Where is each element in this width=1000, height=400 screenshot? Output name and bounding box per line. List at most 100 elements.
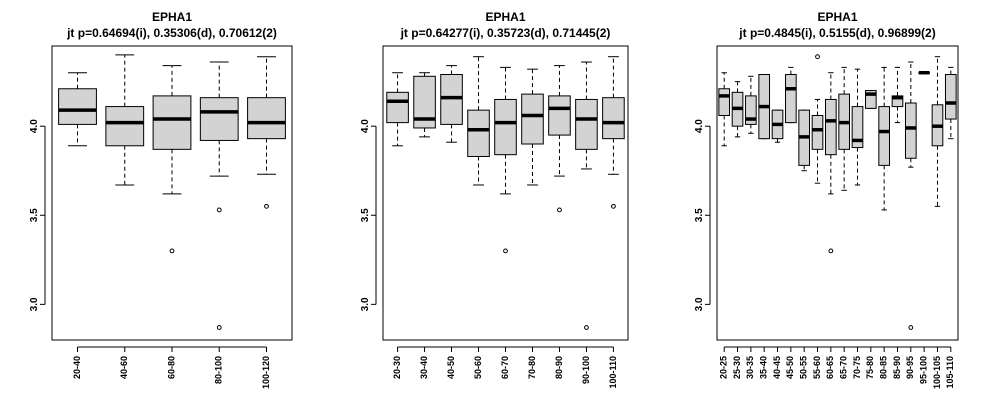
box-40-60 (105, 54, 145, 186)
x-tick-label: 80-90 (554, 356, 564, 379)
box-body (521, 93, 544, 145)
outlier-point (611, 203, 616, 209)
x-tick-label: 55-60 (812, 356, 822, 379)
y-tick-label: 3.5 (694, 208, 705, 222)
x-tick-label: 40-60 (119, 356, 129, 379)
box-70-80 (521, 68, 544, 186)
chart-subtitle: jt p=0.64694(i), 0.35306(d), 0.70612(2) (66, 26, 277, 40)
box-60-70 (494, 66, 517, 254)
x-tick-label: 30-35 (745, 356, 755, 379)
x-tick-label: 35-40 (759, 356, 769, 379)
x-tick-label: 60-65 (825, 356, 835, 379)
x-tick-label: 45-50 (785, 356, 795, 379)
panel-1: EPHA1 jt p=0.64694(i), 0.35306(d), 0.7061… (29, 10, 293, 389)
box-55-60 (811, 54, 824, 184)
x-tick-label: 60-70 (500, 356, 510, 379)
panel-3: EPHA1 jt p=0.4845(i), 0.5155(d), 0.96899(… (694, 10, 959, 389)
box-65-70 (838, 66, 850, 191)
plot-frame (716, 45, 959, 341)
box-40-50 (440, 65, 463, 143)
box-body (152, 95, 192, 150)
box-80-90 (548, 65, 571, 213)
box-80-85 (878, 66, 890, 211)
box-100-105 (931, 56, 944, 207)
box-50-60 (467, 56, 490, 186)
box-30-40 (413, 72, 436, 138)
box-body (548, 95, 571, 136)
x-tick-label: 20-40 (72, 356, 82, 379)
box-70-75 (851, 68, 864, 186)
box-20-40 (58, 72, 97, 147)
y-tick-label: 3.0 (29, 297, 40, 311)
outlier-point (216, 207, 222, 213)
box-body (718, 88, 731, 116)
x-tick-label: 40-50 (446, 356, 456, 379)
box-45-50 (785, 66, 797, 124)
x-tick-label: 40-45 (772, 356, 782, 379)
x-tick-label: 60-80 (166, 356, 176, 379)
box-body (413, 75, 436, 129)
x-tick-label: 100-105 (932, 356, 942, 389)
outlier-point (828, 248, 834, 254)
box-body (494, 98, 517, 156)
y-tick-label: 4.0 (29, 119, 40, 133)
box-40-45 (771, 109, 784, 143)
box-body (904, 102, 917, 159)
x-tick-label: 20-30 (392, 356, 402, 379)
box-80-100 (199, 61, 239, 330)
chart-title: EPHA1 (152, 10, 192, 24)
outlier-point (503, 248, 508, 254)
x-tick-label: 30-40 (419, 356, 429, 379)
outlier-point (169, 248, 175, 254)
plot-frame (382, 45, 629, 341)
box-90-95 (904, 61, 917, 330)
box-body (891, 95, 904, 108)
box-body (58, 88, 97, 125)
x-tick-label: 50-55 (799, 356, 809, 379)
box-body (575, 98, 598, 150)
x-tick-label: 70-75 (852, 356, 862, 379)
chart-title: EPHA1 (485, 10, 525, 24)
x-tick-label: 95-100 (919, 356, 929, 384)
x-tick-label: 80-85 (879, 356, 889, 379)
chart-title: EPHA1 (817, 10, 857, 24)
box-body (785, 74, 797, 124)
box-100-110 (602, 56, 625, 209)
y-tick-label: 3.5 (360, 208, 371, 222)
x-tick-label: 105-110 (945, 356, 955, 389)
box-body (811, 114, 824, 150)
box-body (851, 106, 864, 149)
box-75-80 (864, 90, 877, 109)
box-60-80 (152, 65, 192, 254)
x-tick-label: 85-90 (892, 356, 902, 379)
outlier-point (584, 325, 589, 330)
y-tick-label: 4.0 (694, 119, 705, 133)
box-60-65 (825, 72, 837, 254)
box-100-120 (247, 56, 286, 209)
y-tick-label: 3.0 (694, 297, 705, 311)
box-30-35 (745, 75, 757, 134)
x-tick-label: 20-25 (719, 356, 729, 379)
box-body (944, 74, 957, 120)
x-tick-label: 75-80 (865, 356, 875, 379)
outlier-point (557, 207, 562, 213)
x-tick-label: 100-110 (608, 356, 618, 389)
outlier-point (264, 203, 269, 209)
box-20-25 (718, 72, 731, 147)
plot-frame (51, 45, 293, 341)
box-body (440, 74, 463, 125)
chart-subtitle: jt p=0.4845(i), 0.5155(d), 0.96899(2) (738, 26, 935, 40)
box-85-90 (891, 66, 904, 124)
outlier-point (908, 325, 914, 330)
x-tick-label: 50-60 (473, 356, 483, 379)
x-tick-label: 90-95 (905, 356, 915, 379)
box-105-110 (944, 66, 957, 140)
outlier-point (815, 54, 820, 60)
box-90-100 (575, 61, 598, 330)
box-35-40 (758, 74, 771, 140)
x-tick-label: 70-80 (527, 356, 537, 379)
y-tick-label: 3.5 (29, 208, 40, 222)
chart-subtitle: jt p=0.64277(i), 0.35723(d), 0.71445(2) (400, 26, 611, 40)
x-tick-label: 90-100 (581, 356, 591, 384)
box-body (745, 95, 757, 125)
